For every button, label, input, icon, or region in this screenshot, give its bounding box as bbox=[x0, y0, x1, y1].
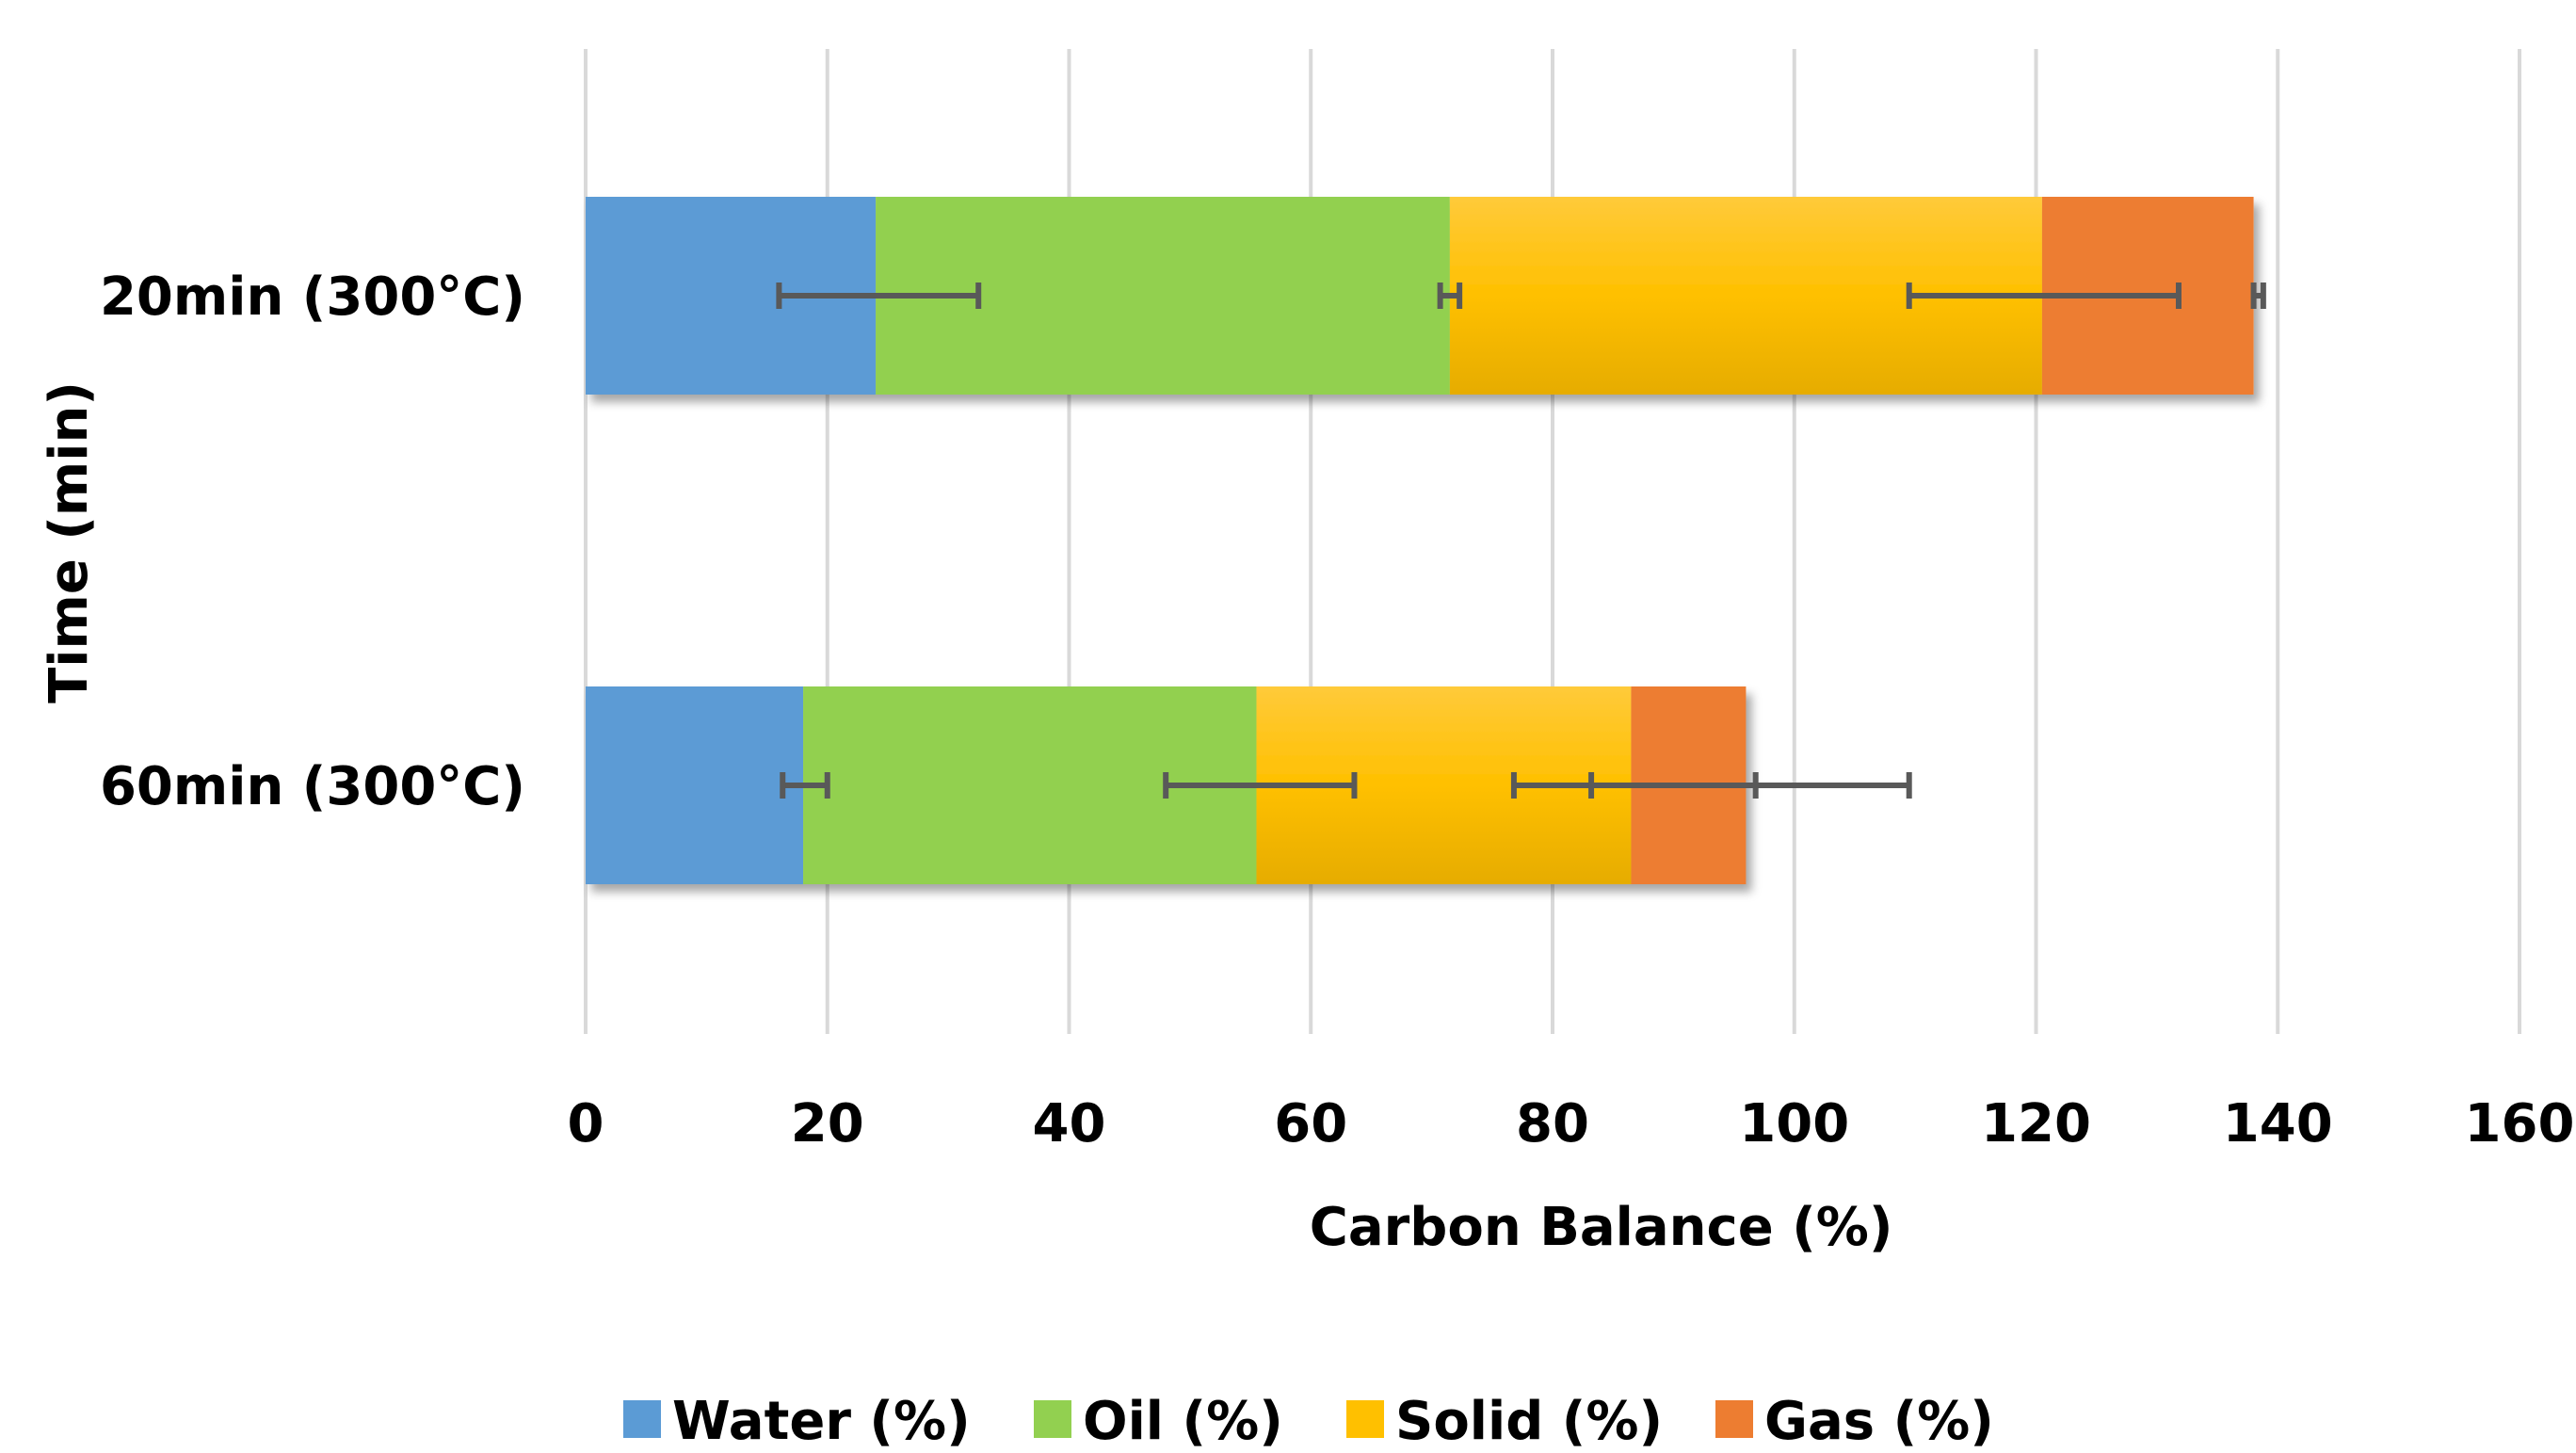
legend-swatch bbox=[623, 1400, 661, 1438]
error-bar-gas bbox=[2250, 283, 2266, 309]
error-bar-water bbox=[776, 283, 982, 309]
gridlines: 0 20 40 60 80 100 120 140 160 bbox=[568, 49, 2575, 1154]
error-bar-oil bbox=[1437, 283, 1463, 309]
legend-item-oil: Oil (%) bbox=[1034, 1391, 1283, 1452]
error-bar-solid bbox=[1906, 283, 2182, 309]
legend-swatch bbox=[1715, 1400, 1753, 1438]
legend-label: Water (%) bbox=[672, 1391, 971, 1452]
legend: Water (%) Oil (%) Solid (%) Gas (%) bbox=[623, 1391, 1994, 1452]
error-bar-gas bbox=[1588, 772, 1912, 799]
x-tick-label: 100 bbox=[1739, 1093, 1849, 1154]
x-axis-title: Carbon Balance (%) bbox=[1310, 1197, 1893, 1258]
legend-swatch bbox=[1346, 1400, 1384, 1438]
y-category-label: 60min (300°C) bbox=[100, 756, 525, 817]
legend-label: Gas (%) bbox=[1764, 1391, 1994, 1452]
legend-label: Solid (%) bbox=[1395, 1391, 1663, 1452]
x-tick-label: 40 bbox=[1033, 1093, 1106, 1154]
x-tick-label: 80 bbox=[1516, 1093, 1589, 1154]
x-tick-label: 60 bbox=[1274, 1093, 1347, 1154]
x-tick-label: 120 bbox=[1981, 1093, 2091, 1154]
x-tick-label: 20 bbox=[791, 1093, 864, 1154]
legend-item-solid: Solid (%) bbox=[1346, 1391, 1663, 1452]
error-bar-oil bbox=[1163, 772, 1358, 799]
labels: Carbon Balance (%) Time (min) 20min (300… bbox=[39, 266, 1892, 1258]
x-tick-label: 140 bbox=[2223, 1093, 2333, 1154]
bar-segment-water bbox=[586, 686, 804, 884]
y-axis-title: Time (min) bbox=[39, 381, 100, 703]
legend-item-water: Water (%) bbox=[623, 1391, 971, 1452]
x-tick-label: 160 bbox=[2465, 1093, 2575, 1154]
legend-label: Oil (%) bbox=[1083, 1391, 1283, 1452]
y-category-label: 20min (300°C) bbox=[100, 266, 525, 328]
bars bbox=[586, 197, 2254, 884]
legend-swatch bbox=[1034, 1400, 1071, 1438]
error-bars bbox=[776, 283, 2266, 799]
legend-item-gas: Gas (%) bbox=[1715, 1391, 1994, 1452]
x-tick-label: 0 bbox=[568, 1093, 604, 1154]
error-bar-water bbox=[780, 772, 830, 799]
